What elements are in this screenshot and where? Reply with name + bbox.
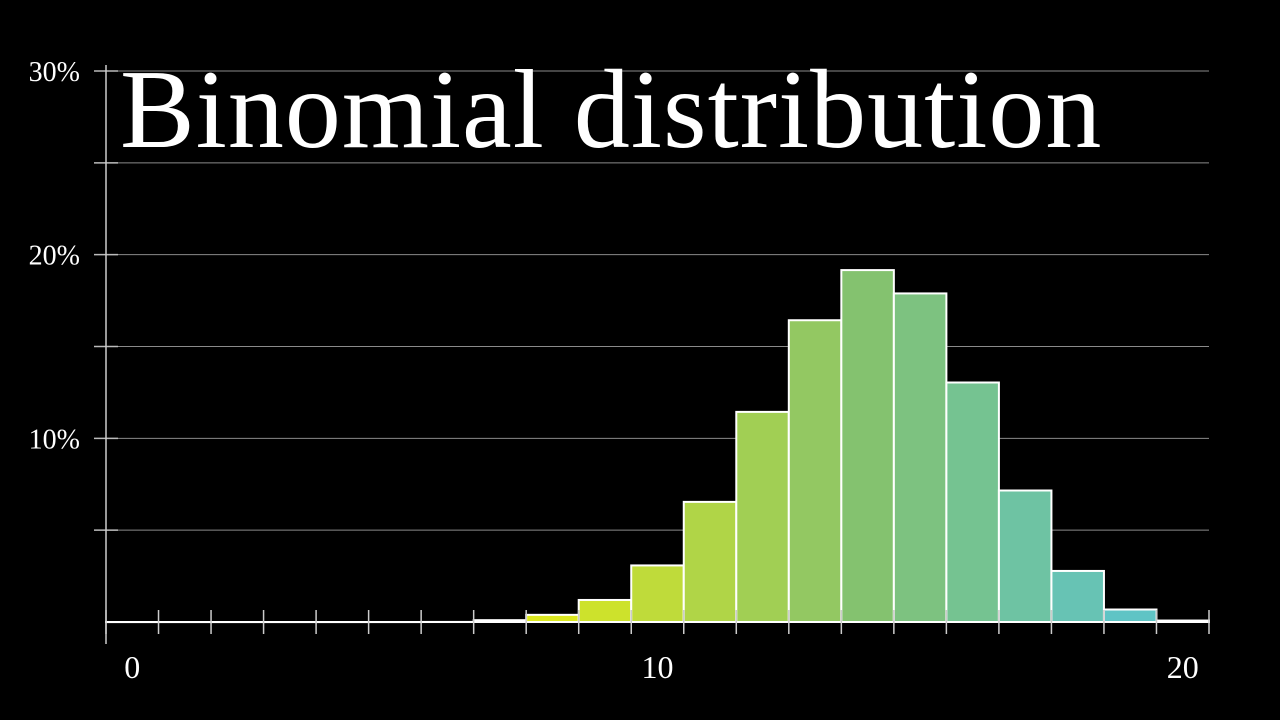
bar xyxy=(945,381,1000,623)
x-tick-label: 10 xyxy=(642,649,674,685)
x-tick-label: 20 xyxy=(1167,649,1199,685)
bar xyxy=(1102,608,1158,624)
bar xyxy=(630,564,685,623)
bar xyxy=(735,410,790,624)
bar xyxy=(682,500,738,623)
x-tick-label: 0 xyxy=(124,649,140,685)
y-tick-label: 20% xyxy=(29,241,80,272)
bar xyxy=(892,292,948,623)
chart-title: Binomial distribution xyxy=(120,48,1103,172)
bar xyxy=(577,598,633,624)
bar xyxy=(840,269,895,623)
bar xyxy=(997,489,1053,623)
bar xyxy=(525,613,580,623)
y-tick-label: 10% xyxy=(29,424,80,455)
bar xyxy=(1050,569,1105,624)
y-tick-label: 30% xyxy=(29,57,80,88)
bar xyxy=(787,319,843,623)
